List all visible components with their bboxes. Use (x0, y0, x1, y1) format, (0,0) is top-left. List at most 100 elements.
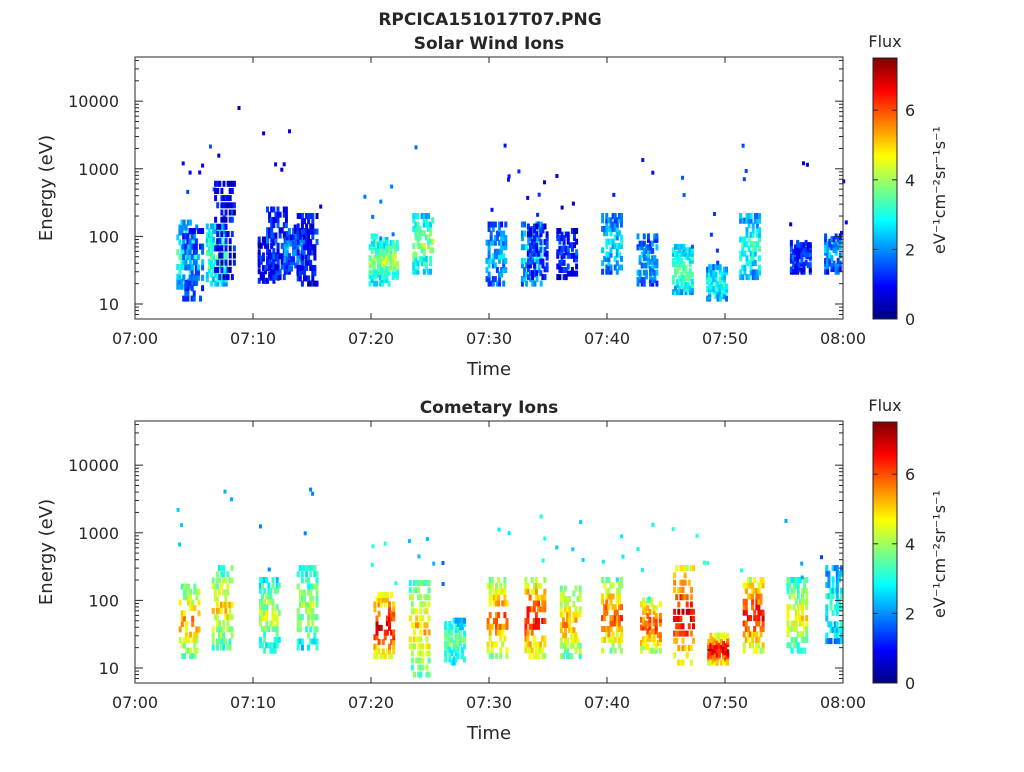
heatmap-cell (287, 240, 291, 247)
heatmap-cell (746, 636, 750, 643)
heatmap-cell (649, 258, 653, 265)
heatmap-cell (500, 221, 504, 228)
heatmap-cell (393, 242, 397, 249)
heatmap-cell (708, 264, 712, 271)
heatmap-cell (566, 616, 570, 623)
heatmap-cell (261, 255, 265, 262)
heatmap-cell (528, 227, 532, 234)
heatmap-cell (560, 256, 564, 263)
heatmap-cell (220, 565, 224, 572)
heatmap-cell (490, 653, 494, 660)
heatmap-cell (446, 640, 450, 647)
heatmap-cell (307, 280, 311, 287)
heatmap-cell (796, 577, 800, 583)
heatmap-cell (677, 645, 681, 652)
heatmap-cell (837, 626, 841, 633)
heatmap-cell (211, 638, 215, 645)
heatmap-cell (285, 250, 289, 256)
heatmap-cell (535, 246, 539, 253)
heatmap-cell (758, 264, 761, 271)
heatmap-cell (425, 537, 429, 541)
heatmap-cell (613, 255, 617, 262)
heatmap-cell (803, 598, 807, 605)
heatmap-cell (265, 604, 269, 611)
heatmap-cell (656, 632, 660, 639)
heatmap-cell (215, 644, 219, 651)
heatmap-cell (214, 266, 218, 273)
heatmap-cell (796, 246, 800, 253)
heatmap-cell (191, 653, 195, 660)
heatmap-cell (446, 646, 450, 653)
heatmap-cell (711, 636, 715, 643)
heatmap-cell (601, 615, 605, 622)
heatmap-cell (578, 606, 582, 613)
heatmap-cell (605, 225, 609, 232)
heatmap-cell (545, 262, 549, 269)
heatmap-cell (448, 653, 452, 660)
heatmap-cell (798, 620, 802, 627)
heatmap-cell (424, 234, 428, 241)
heatmap-cell (498, 248, 501, 255)
heatmap-cell (285, 256, 289, 263)
heatmap-cell (526, 588, 530, 595)
heatmap-cell (421, 615, 425, 622)
heatmap-cell (651, 255, 655, 262)
heatmap-cell (414, 145, 418, 150)
heatmap-cell (368, 262, 372, 269)
heatmap-cell (300, 228, 304, 235)
heatmap-cell (307, 249, 311, 256)
heatmap-cell (725, 266, 728, 273)
heatmap-cell (192, 274, 196, 281)
heatmap-cell (761, 577, 765, 583)
heatmap-cell (309, 589, 313, 596)
heatmap-cell (315, 577, 319, 584)
heatmap-cell (429, 238, 433, 245)
heatmap-cell (420, 243, 424, 249)
heatmap-cell (454, 650, 458, 656)
heatmap-cell (792, 582, 796, 589)
heatmap-cell (533, 235, 537, 242)
heatmap-cell (653, 269, 657, 276)
heatmap-cell (265, 577, 269, 583)
heatmap-cell (178, 283, 182, 290)
heatmap-cell (561, 595, 565, 602)
heatmap-cell (220, 583, 224, 590)
heatmap-cell (448, 646, 452, 653)
solar-wind-colorbar-bar (872, 57, 898, 320)
heatmap-cell (755, 231, 759, 238)
heatmap-cell (607, 225, 611, 232)
heatmap-cell (412, 251, 416, 258)
heatmap-cell (419, 650, 423, 657)
heatmap-cell (642, 255, 646, 262)
heatmap-cell (495, 623, 498, 630)
heatmap-cell (391, 239, 395, 246)
heatmap-cell (739, 250, 743, 257)
heatmap-cell (272, 232, 276, 239)
heatmap-cell (178, 637, 182, 644)
heatmap-cell (393, 253, 397, 260)
heatmap-cell (292, 240, 296, 247)
heatmap-cell (230, 497, 233, 502)
colorbar-tick-label: 6 (905, 101, 915, 120)
heatmap-cell (463, 633, 466, 640)
heatmap-cell (566, 642, 570, 649)
heatmap-cell (500, 244, 504, 251)
heatmap-cell (528, 235, 532, 242)
heatmap-cell (607, 631, 611, 638)
heatmap-cell (648, 647, 652, 654)
heatmap-cell (498, 280, 501, 287)
heatmap-cell (676, 254, 680, 261)
heatmap-cell (676, 282, 680, 289)
heatmap-cell (444, 650, 448, 656)
heatmap-cell (290, 259, 293, 266)
heatmap-cell (655, 269, 659, 276)
heatmap-cell (831, 610, 835, 616)
heatmap-cell (377, 251, 380, 258)
heatmap-cell (311, 607, 315, 614)
heatmap-cell (207, 232, 211, 239)
heatmap-cell (290, 234, 293, 241)
heatmap-cell (191, 605, 195, 611)
heatmap-cell (454, 646, 458, 653)
heatmap-cell (805, 162, 809, 167)
heatmap-cell (422, 255, 426, 262)
